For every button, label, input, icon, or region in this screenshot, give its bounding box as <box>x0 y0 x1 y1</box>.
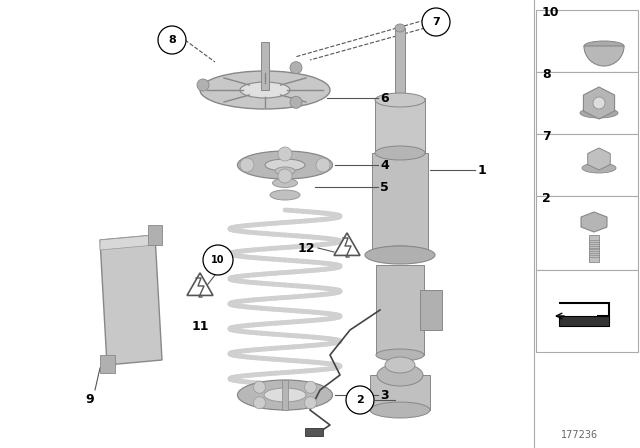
Bar <box>536 196 638 270</box>
Ellipse shape <box>580 108 618 118</box>
Text: 12: 12 <box>298 241 315 254</box>
Bar <box>395 28 405 98</box>
Text: 9: 9 <box>86 393 94 406</box>
Bar <box>589 235 599 262</box>
Text: 6: 6 <box>380 91 388 104</box>
Bar <box>376 265 424 355</box>
Circle shape <box>305 381 316 393</box>
Text: 7: 7 <box>542 130 551 143</box>
Bar <box>420 290 442 330</box>
Text: 3: 3 <box>380 388 388 401</box>
Circle shape <box>346 386 374 414</box>
Polygon shape <box>100 235 155 250</box>
Circle shape <box>593 97 605 109</box>
Circle shape <box>278 169 292 183</box>
Ellipse shape <box>237 151 333 179</box>
Ellipse shape <box>273 178 298 188</box>
Bar <box>148 225 162 245</box>
Circle shape <box>290 62 302 73</box>
Bar <box>370 375 430 410</box>
Circle shape <box>158 26 186 54</box>
Ellipse shape <box>370 402 430 418</box>
Polygon shape <box>588 148 611 170</box>
Circle shape <box>422 8 450 36</box>
Ellipse shape <box>372 246 428 260</box>
Text: 5: 5 <box>380 181 388 194</box>
Ellipse shape <box>375 146 425 160</box>
Text: 1: 1 <box>478 164 487 177</box>
Circle shape <box>290 96 302 108</box>
Text: 8: 8 <box>168 35 176 45</box>
Bar <box>261 42 269 90</box>
Ellipse shape <box>270 190 300 200</box>
Bar <box>536 270 638 352</box>
Polygon shape <box>334 233 360 255</box>
Text: 10: 10 <box>542 6 559 19</box>
Bar <box>375 98 425 153</box>
Ellipse shape <box>265 159 305 171</box>
Polygon shape <box>187 273 213 295</box>
Bar <box>536 134 638 196</box>
Ellipse shape <box>395 24 405 32</box>
Text: 177236: 177236 <box>561 430 598 440</box>
Polygon shape <box>100 235 162 365</box>
Circle shape <box>278 147 292 161</box>
Text: 2: 2 <box>542 192 551 205</box>
Bar <box>100 355 115 373</box>
Bar <box>372 153 428 253</box>
Circle shape <box>253 397 266 409</box>
Circle shape <box>253 381 266 393</box>
Ellipse shape <box>385 357 415 373</box>
Ellipse shape <box>264 388 306 402</box>
Bar <box>282 380 288 410</box>
Circle shape <box>203 245 233 275</box>
Ellipse shape <box>237 380 333 410</box>
Circle shape <box>240 158 254 172</box>
Ellipse shape <box>200 71 330 109</box>
Circle shape <box>197 79 209 91</box>
Polygon shape <box>584 87 614 119</box>
Ellipse shape <box>582 163 616 173</box>
Ellipse shape <box>376 349 424 361</box>
Circle shape <box>316 158 330 172</box>
Text: 4: 4 <box>380 159 388 172</box>
Ellipse shape <box>584 41 624 51</box>
Text: 7: 7 <box>432 17 440 27</box>
Bar <box>536 10 638 72</box>
Wedge shape <box>584 46 624 66</box>
Bar <box>536 72 638 134</box>
Polygon shape <box>559 316 609 326</box>
Ellipse shape <box>365 246 435 264</box>
Text: 8: 8 <box>542 68 550 81</box>
Bar <box>305 428 323 436</box>
Ellipse shape <box>377 364 423 386</box>
Ellipse shape <box>240 82 290 98</box>
Polygon shape <box>581 212 607 232</box>
Ellipse shape <box>375 93 425 107</box>
Text: 11: 11 <box>191 320 209 333</box>
Text: 2: 2 <box>356 395 364 405</box>
Ellipse shape <box>275 167 295 175</box>
Text: 10: 10 <box>211 255 225 265</box>
Circle shape <box>305 397 316 409</box>
